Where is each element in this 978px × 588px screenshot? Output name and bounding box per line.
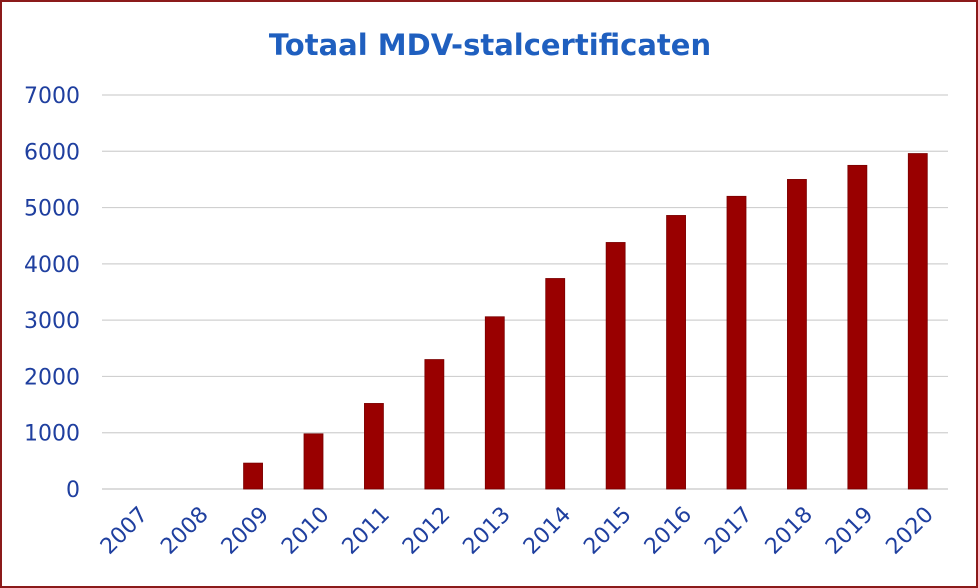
bars [243,153,928,490]
y-tick-label: 1000 [24,422,80,447]
x-tick-label: 2017 [700,502,757,559]
x-tick-label: 2016 [640,502,697,559]
x-tick-label: 2009 [217,502,274,559]
bar-2018 [787,179,807,490]
bar-2014 [545,278,566,490]
bar-2020 [907,153,928,490]
x-tick-label: 2008 [156,502,213,559]
bar-2010 [303,433,324,490]
x-tick-label: 2007 [96,502,153,559]
bar-2016 [666,215,686,490]
bar-2012 [424,359,445,490]
bar-2017 [726,195,747,490]
x-tick-label: 2013 [459,502,516,559]
y-tick-label: 7000 [24,84,80,109]
bar-2009 [243,462,263,490]
gridlines [102,94,948,490]
y-axis-ticks: 0 1000 2000 3000 4000 5000 6000 7000 [24,84,80,503]
bar-2011 [364,403,384,490]
chart-title: Totaal MDV-stalcertificaten [269,28,711,62]
x-tick-label: 2014 [519,502,576,559]
x-tick-label: 2012 [398,502,455,559]
y-tick-label: 6000 [24,140,80,165]
x-tick-label: 2011 [338,502,395,559]
bar-2015 [605,242,626,490]
bar-2019 [847,164,868,490]
y-tick-label: 2000 [24,365,80,390]
bar-2013 [484,316,505,490]
y-tick-label: 4000 [24,253,80,278]
x-tick-label: 2019 [821,502,878,559]
x-axis-ticks: 2007 2008 2009 2010 2011 2012 2013 2014 2015 2016… [96,502,939,559]
x-tick-label: 2010 [277,502,334,559]
y-tick-label: 5000 [24,197,80,222]
x-tick-label: 2018 [761,502,818,559]
y-tick-label: 0 [66,478,80,503]
x-tick-label: 2020 [882,502,939,559]
x-tick-label: 2015 [579,502,636,559]
y-tick-label: 3000 [24,309,80,334]
